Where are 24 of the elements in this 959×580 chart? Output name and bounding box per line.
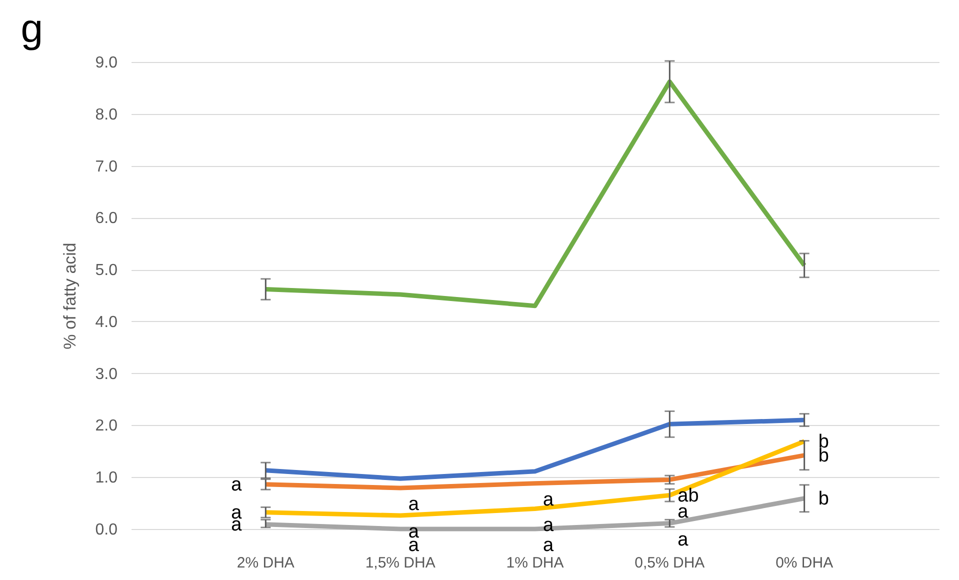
y-tick-label: 5.0	[95, 262, 118, 280]
x-tick-label: 0% DHA	[776, 554, 834, 572]
annotation: a	[678, 529, 689, 550]
annotation: a	[408, 494, 420, 516]
annotation: b	[818, 488, 829, 510]
y-tick-label: 8.0	[95, 106, 118, 124]
annotation: a	[231, 474, 242, 496]
y-tick-label: 7.0	[95, 158, 118, 176]
x-tick-label: 0,5% DHA	[634, 554, 705, 572]
y-axis-title: % of fatty acid	[60, 242, 80, 350]
annotation: a	[543, 489, 554, 510]
x-tick-label: 1,5% DHA	[365, 554, 436, 572]
y-tick-label: 3.0	[95, 366, 118, 383]
y-tick-label: 1.0	[95, 470, 118, 487]
y-tick-label: 6.0	[95, 210, 118, 228]
annotation: a	[543, 535, 554, 556]
annotation: a	[543, 514, 554, 536]
chart-title: g	[20, 7, 44, 51]
y-tick-label: 9.0	[95, 54, 118, 72]
y-tick-label: 2.0	[95, 418, 118, 435]
y-tick-label: 0.0	[95, 522, 118, 538]
x-tick-label: 1% DHA	[506, 554, 564, 572]
x-tick-label: 2% DHA	[236, 554, 294, 572]
y-tick-label: 4.0	[95, 314, 118, 331]
